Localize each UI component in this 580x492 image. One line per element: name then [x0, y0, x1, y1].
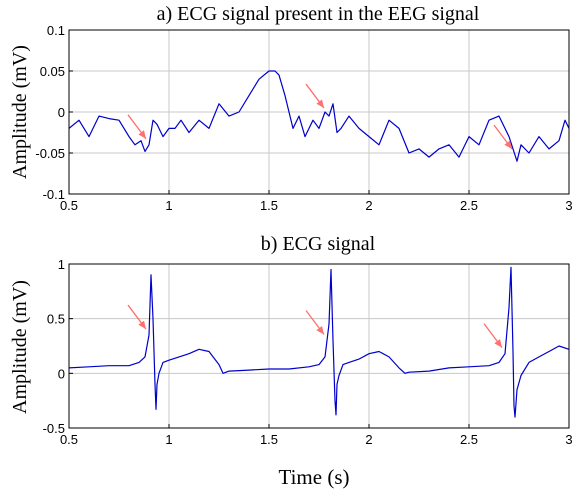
panel-b-annotation-arrow: [483, 323, 503, 349]
panel-a-x-tick-label: 1: [165, 198, 172, 213]
panel-a-y-axis-label: Amplitude (mV): [9, 45, 31, 179]
panel-a-x-tick-label: 2: [365, 198, 372, 213]
panel-a-y-tick-label: 0.05: [40, 64, 65, 79]
panel-b-x-axis-label: Time (s): [279, 465, 350, 489]
panel-a-y-tick-label: 0.1: [47, 23, 65, 38]
panel-b-y-tick-label: 1: [58, 257, 65, 272]
panel-a-signal-line: [68, 70, 570, 162]
panel-b-y-tick-label: 0.5: [47, 312, 65, 327]
panel-b-x-tick-label: 1: [165, 432, 172, 447]
panel-a: a) ECG signal present in the EEG signal …: [9, 3, 573, 213]
panel-a-y-tick-label: -0.1: [43, 187, 65, 202]
panel-a-axes-frame: [68, 29, 570, 195]
panel-a-x-tick-label: 0.5: [60, 198, 78, 213]
panel-a-annotation-arrow: [127, 114, 147, 140]
panel-b: b) ECG signal Amplitude (mV) Time (s) 0.…: [9, 233, 573, 489]
panel-b-signal-line: [68, 266, 570, 418]
panel-b-y-tick-label: 0: [58, 366, 65, 381]
panel-a-annotation-arrow: [305, 83, 325, 109]
panel-a-title: a) ECG signal present in the EEG signal: [157, 3, 480, 25]
panel-b-annotation-arrow: [127, 304, 147, 330]
panel-b-y-tick-label: -0.5: [43, 421, 65, 436]
panel-b-x-tick-label: 2.5: [460, 432, 478, 447]
panel-a-y-tick-label: -0.05: [35, 146, 65, 161]
panel-a-x-tick-label: 2.5: [460, 198, 478, 213]
panel-b-plot-area: [69, 264, 569, 428]
panel-a-annotation-arrow: [493, 124, 513, 150]
panel-b-x-tick-label: 3: [565, 432, 572, 447]
panel-b-title: b) ECG signal: [261, 233, 376, 255]
panel-b-x-tick-label: 1.5: [260, 432, 278, 447]
panel-b-axes-frame: [68, 263, 570, 429]
panel-b-y-axis-label: Amplitude (mV): [9, 280, 31, 414]
panel-a-y-tick-label: 0: [58, 105, 65, 120]
panel-b-x-tick-label: 0.5: [60, 432, 78, 447]
panel-a-x-tick-label: 3: [565, 198, 572, 213]
panel-a-x-tick-label: 1.5: [260, 198, 278, 213]
panel-b-annotation-arrow: [305, 310, 325, 335]
panel-b-x-tick-label: 2: [365, 432, 372, 447]
